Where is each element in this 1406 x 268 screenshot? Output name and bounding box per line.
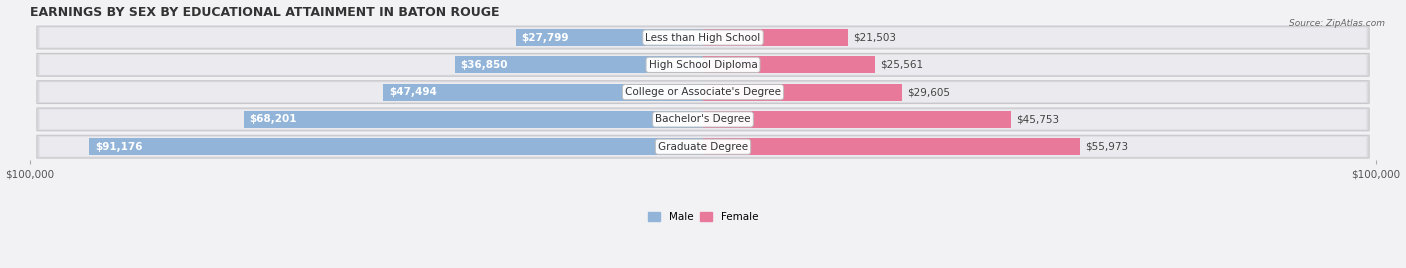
Text: $55,973: $55,973	[1085, 142, 1128, 152]
Text: $25,561: $25,561	[880, 60, 924, 70]
Text: $68,201: $68,201	[249, 114, 297, 124]
Text: Bachelor's Degree: Bachelor's Degree	[655, 114, 751, 124]
FancyBboxPatch shape	[37, 135, 1369, 158]
FancyBboxPatch shape	[39, 28, 1367, 47]
Bar	[703, 56, 875, 73]
Bar	[703, 29, 848, 46]
Text: $47,494: $47,494	[389, 87, 437, 97]
Text: $21,503: $21,503	[853, 32, 896, 43]
Text: High School Diploma: High School Diploma	[648, 60, 758, 70]
Text: $45,753: $45,753	[1017, 114, 1059, 124]
FancyBboxPatch shape	[39, 55, 1367, 75]
FancyBboxPatch shape	[37, 53, 1369, 76]
Text: $29,605: $29,605	[908, 87, 950, 97]
Text: College or Associate's Degree: College or Associate's Degree	[626, 87, 780, 97]
FancyBboxPatch shape	[39, 82, 1367, 102]
Text: $91,176: $91,176	[94, 142, 142, 152]
Text: Less than High School: Less than High School	[645, 32, 761, 43]
Text: Graduate Degree: Graduate Degree	[658, 142, 748, 152]
Bar	[703, 111, 1011, 128]
Bar	[90, 138, 703, 155]
Bar	[703, 138, 1080, 155]
Text: Source: ZipAtlas.com: Source: ZipAtlas.com	[1289, 19, 1385, 28]
FancyBboxPatch shape	[39, 137, 1367, 157]
FancyBboxPatch shape	[37, 81, 1369, 103]
Bar	[703, 84, 903, 100]
Bar	[245, 111, 703, 128]
Text: $27,799: $27,799	[522, 32, 569, 43]
Bar	[456, 56, 703, 73]
Text: EARNINGS BY SEX BY EDUCATIONAL ATTAINMENT IN BATON ROUGE: EARNINGS BY SEX BY EDUCATIONAL ATTAINMEN…	[30, 6, 499, 18]
FancyBboxPatch shape	[39, 109, 1367, 129]
FancyBboxPatch shape	[37, 26, 1369, 49]
FancyBboxPatch shape	[37, 108, 1369, 131]
Bar	[516, 29, 703, 46]
Text: $36,850: $36,850	[460, 60, 508, 70]
Legend: Male, Female: Male, Female	[644, 208, 762, 226]
Bar	[384, 84, 703, 100]
